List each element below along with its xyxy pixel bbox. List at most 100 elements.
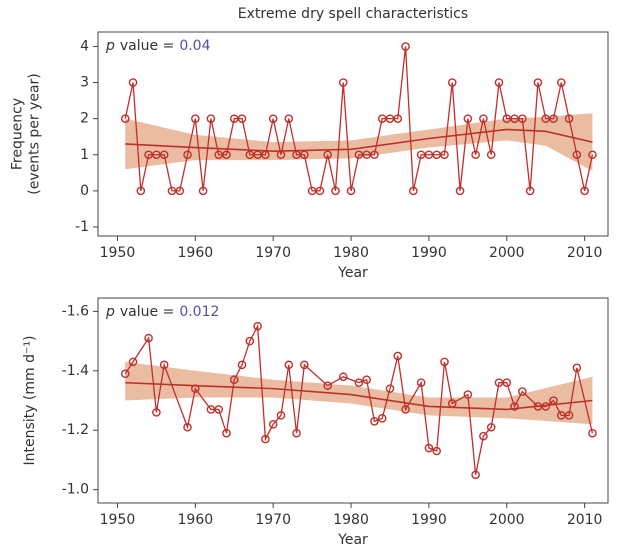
- x-axis-label: Year: [337, 532, 368, 548]
- x-tick-label: 1980: [333, 512, 369, 528]
- x-tick-label: 2000: [489, 512, 525, 528]
- data-point: [198, 186, 208, 196]
- data-point: [284, 114, 294, 123]
- data-point: [533, 78, 543, 87]
- y-tick-label: 0: [80, 183, 89, 199]
- data-point: [564, 114, 574, 123]
- data-point: [237, 114, 247, 123]
- data-point: [377, 414, 387, 423]
- data-point: [331, 186, 340, 196]
- data-point: [323, 381, 332, 390]
- x-tick-label: 1970: [255, 512, 291, 528]
- p-value: 0.012: [179, 304, 219, 320]
- y-tick-label: -1.2: [62, 422, 89, 438]
- data-point: [479, 431, 488, 441]
- p-value: 0.04: [179, 38, 210, 54]
- data-point: [447, 399, 457, 408]
- data-point: [370, 416, 379, 426]
- data-point: [588, 428, 597, 438]
- data-point: [572, 363, 582, 373]
- data-point: [463, 390, 473, 399]
- annotation: p value = 0.04: [105, 38, 211, 54]
- p-symbol: p: [105, 304, 115, 320]
- y-tick-label: 3: [80, 75, 89, 91]
- data-point: [541, 402, 551, 411]
- data-point: [424, 443, 434, 453]
- data-point: [346, 186, 356, 196]
- figure-title: Extreme dry spell characteristics: [238, 6, 468, 22]
- data-point: [393, 351, 403, 361]
- x-tick-label: 1960: [178, 245, 214, 261]
- y-tick-label: -1.0: [62, 482, 89, 498]
- y-axis-label: Frequency: [10, 98, 26, 170]
- data-point: [455, 186, 465, 196]
- data-point: [486, 150, 496, 160]
- data-point: [276, 411, 286, 420]
- annotation: p value = 0.012: [105, 304, 219, 320]
- data-point: [268, 419, 278, 429]
- data-point: [183, 422, 192, 432]
- data-point: [416, 378, 426, 387]
- y-tick-label: -1.6: [62, 303, 89, 319]
- data-point: [261, 150, 270, 160]
- data-point: [183, 150, 192, 160]
- data-point: [525, 186, 535, 196]
- data-point: [549, 114, 558, 123]
- data-point: [338, 78, 348, 87]
- x-tick-label: 1950: [100, 245, 136, 261]
- data-point: [518, 387, 527, 396]
- annotation-text: value =: [120, 304, 174, 320]
- data-point: [120, 114, 130, 123]
- x-tick-label: 1980: [333, 245, 369, 261]
- data-point: [191, 384, 200, 393]
- data-point: [409, 186, 418, 196]
- data-point: [401, 405, 410, 414]
- data-point: [486, 422, 496, 432]
- data-point: [440, 357, 449, 367]
- x-tick-label: 1970: [255, 245, 291, 261]
- data-point: [222, 150, 231, 160]
- data-point: [440, 150, 449, 160]
- data-point: [245, 336, 255, 346]
- x-tick-label: 2000: [489, 245, 525, 261]
- data-point: [261, 434, 270, 444]
- data-point: [237, 360, 247, 370]
- data-point: [556, 78, 566, 87]
- data-line: [124, 323, 594, 475]
- data-point: [510, 402, 519, 411]
- data-point: [222, 428, 231, 438]
- data-point: [354, 378, 364, 387]
- data-point: [144, 333, 153, 343]
- data-point: [300, 360, 309, 370]
- data-point: [229, 375, 239, 385]
- data-point: [315, 186, 325, 196]
- data-point: [175, 186, 185, 196]
- data-point: [292, 428, 301, 438]
- x-tick-label: 1990: [411, 512, 447, 528]
- data-point: [159, 150, 169, 160]
- data-point: [152, 408, 161, 417]
- data-point: [323, 150, 332, 160]
- y-axis-label: (events per year): [27, 73, 43, 194]
- data-point: [253, 321, 262, 331]
- x-tick-label: 1950: [100, 512, 136, 528]
- data-point: [502, 378, 512, 387]
- data-point: [401, 42, 410, 51]
- plot-frame: [97, 297, 609, 504]
- annotation-text: value =: [120, 38, 174, 54]
- data-point: [518, 114, 527, 123]
- data-point: [447, 78, 457, 87]
- data-point: [370, 150, 379, 160]
- data-point: [120, 369, 130, 379]
- data-point: [338, 372, 348, 382]
- data-point: [128, 78, 138, 87]
- data-point: [214, 405, 223, 414]
- data-point: [191, 114, 200, 123]
- x-axis-label: Year: [337, 265, 368, 281]
- data-point: [362, 375, 371, 385]
- data-point: [432, 446, 442, 456]
- y-tick-label: 2: [80, 111, 89, 127]
- y-tick-label: -1: [75, 219, 89, 235]
- p-symbol: p: [105, 38, 115, 54]
